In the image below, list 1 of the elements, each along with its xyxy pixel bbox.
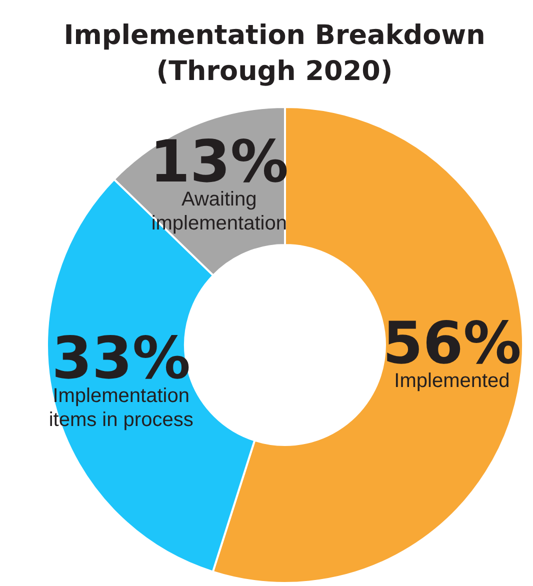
chart-title: Implementation Breakdown (Through 2020) — [62, 19, 486, 89]
